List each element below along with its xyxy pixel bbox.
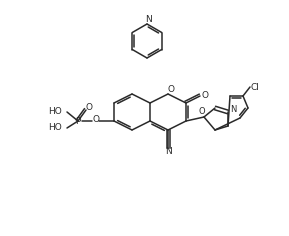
Text: N: N <box>144 16 151 25</box>
Text: O: O <box>199 108 205 117</box>
Text: N: N <box>165 148 171 156</box>
Text: HO: HO <box>48 123 62 132</box>
Text: HO: HO <box>48 106 62 115</box>
Text: Cl: Cl <box>251 84 260 93</box>
Text: N: N <box>230 105 236 114</box>
Text: O: O <box>92 115 99 125</box>
Text: O: O <box>86 102 92 111</box>
Text: P: P <box>75 117 81 126</box>
Text: O: O <box>201 90 208 100</box>
Text: O: O <box>168 84 175 93</box>
